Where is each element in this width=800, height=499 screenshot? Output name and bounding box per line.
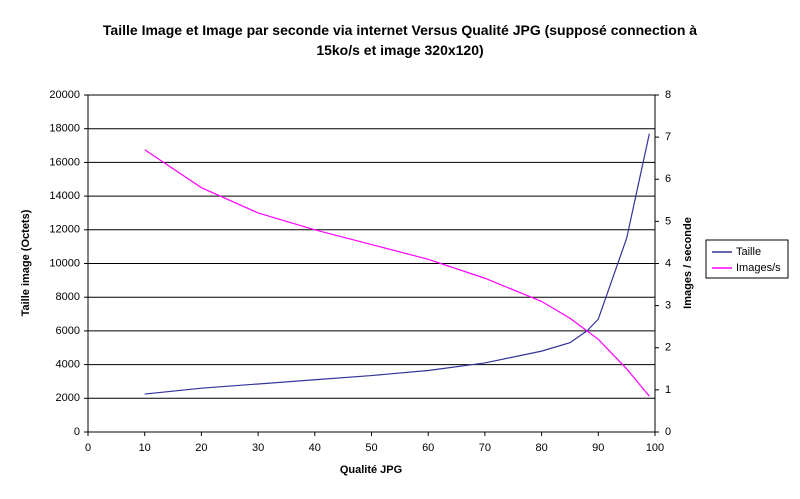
- y-tick-label: 2000: [56, 392, 80, 404]
- x-tick-label: 30: [252, 442, 264, 454]
- x-tick-label: 60: [422, 442, 434, 454]
- legend-label: Taille: [736, 246, 761, 258]
- y-axis-label: Taille image (Octets): [20, 209, 32, 316]
- y-tick-label: 16000: [49, 156, 80, 168]
- x-tick-label: 0: [85, 442, 91, 454]
- series-line: [144, 133, 650, 395]
- legend-box: [705, 239, 789, 279]
- y2-tick-label: 1: [665, 384, 671, 396]
- y2-tick-label: 8: [665, 89, 671, 101]
- y-tick-label: 8000: [56, 291, 80, 303]
- y-tick-label: 6000: [56, 325, 80, 337]
- y-tick-label: 18000: [49, 123, 80, 135]
- y2-tick-label: 5: [665, 215, 671, 227]
- y-tick-label: 0: [74, 426, 80, 438]
- y-tick-label: 4000: [56, 359, 80, 371]
- y-tick-label: 14000: [49, 190, 80, 202]
- x-tick-label: 70: [479, 442, 491, 454]
- y-tick-label: 12000: [49, 224, 80, 236]
- y2-axis-label: Images / seconde: [682, 217, 694, 309]
- chart-title: Taille Image et Image par seconde via in…: [102, 22, 698, 58]
- y-tick-label: 20000: [49, 89, 80, 101]
- y2-tick-label: 7: [665, 131, 671, 143]
- x-tick-label: 80: [535, 442, 547, 454]
- y2-tick-label: 6: [665, 173, 671, 185]
- y2-tick-label: 0: [665, 426, 671, 438]
- legend-label: Images/s: [736, 262, 781, 274]
- x-tick-label: 100: [646, 442, 664, 454]
- series-line: [144, 149, 650, 397]
- x-tick-label: 50: [365, 442, 377, 454]
- y2-tick-label: 3: [665, 300, 671, 312]
- x-tick-label: 10: [139, 442, 151, 454]
- x-tick-label: 90: [592, 442, 604, 454]
- x-tick-label: 40: [309, 442, 321, 454]
- y-tick-label: 10000: [49, 257, 80, 269]
- x-tick-label: 20: [195, 442, 207, 454]
- x-axis-label: Qualité JPG: [340, 464, 402, 476]
- y2-tick-label: 4: [665, 257, 671, 269]
- y2-tick-label: 2: [665, 342, 671, 354]
